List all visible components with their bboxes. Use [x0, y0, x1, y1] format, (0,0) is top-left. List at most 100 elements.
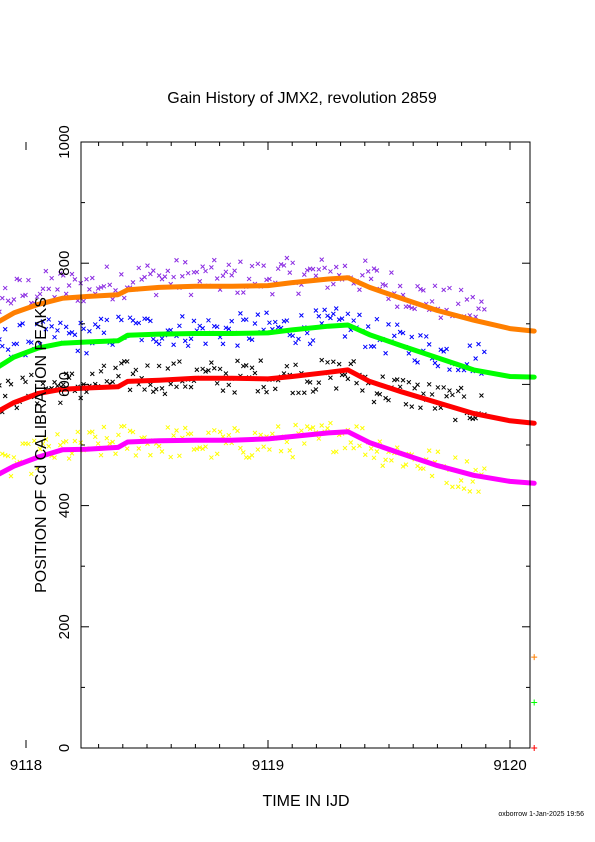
scatter-point	[200, 446, 206, 452]
scatter-point	[322, 265, 327, 271]
scatter-point	[209, 360, 214, 365]
scatter-point	[278, 261, 284, 267]
scatter-point	[421, 466, 426, 472]
scatter-point	[31, 438, 37, 444]
scatter-point	[243, 317, 249, 322]
scatter-point	[444, 480, 449, 486]
scatter-point	[130, 280, 136, 285]
scatter-point	[162, 274, 168, 279]
scatter-point	[261, 263, 266, 268]
scatter-point	[240, 450, 246, 455]
scatter-point	[235, 428, 240, 434]
scatter-point	[377, 439, 383, 444]
scatter-point	[220, 388, 226, 393]
scatter-point	[394, 322, 400, 328]
scatter-point	[258, 358, 264, 363]
scatter-point	[20, 375, 25, 381]
scatter-point	[11, 297, 17, 302]
scatter-point	[447, 285, 452, 291]
scatter-point	[0, 451, 5, 457]
scatter-point	[316, 436, 322, 441]
scatter-point	[55, 431, 60, 437]
scatter-point	[374, 449, 380, 454]
scatter-point	[34, 465, 40, 471]
y-tick-label: 200	[56, 614, 73, 639]
scatter-point	[406, 379, 412, 385]
scatter-point	[43, 326, 49, 332]
scatter-point	[473, 356, 478, 361]
scatter-point	[226, 382, 232, 388]
scatter-point	[179, 314, 185, 319]
scatter-series-2	[0, 357, 487, 423]
scatter-point	[203, 341, 208, 347]
scatter-point	[232, 390, 237, 395]
scatter-point	[209, 265, 214, 270]
scatter-point	[168, 381, 174, 387]
scatter-point	[252, 430, 258, 436]
scatter-point	[371, 455, 377, 461]
scatter-point	[75, 348, 81, 354]
scatter-point	[406, 304, 412, 309]
scatter-point	[142, 274, 147, 280]
scatter-point	[238, 311, 243, 316]
scatter-point	[307, 380, 313, 385]
scatter-point	[301, 390, 307, 396]
smooth-series-3	[0, 429, 537, 486]
scatter-point	[481, 306, 487, 312]
axis-ticks: 0 200 400 600 800 1000 9118 9119 9120	[10, 125, 530, 774]
scatter-point	[23, 379, 28, 385]
scatter-point	[365, 269, 371, 274]
scatter-point	[84, 350, 89, 356]
scatter-point	[330, 359, 336, 365]
scatter-point	[426, 448, 432, 453]
scatter-point	[226, 326, 232, 332]
scatter-point	[432, 283, 438, 289]
scatter-point	[104, 435, 110, 441]
scatter-point	[272, 386, 278, 392]
scatter-point	[249, 453, 255, 458]
scatter-point	[255, 388, 261, 394]
scatter-point	[182, 338, 188, 344]
scatter-point	[362, 344, 368, 350]
scatter-point	[394, 377, 400, 382]
scatter-point	[206, 430, 211, 436]
scatter-point	[211, 427, 217, 433]
scatter-point	[174, 384, 179, 390]
scatter-point	[313, 387, 319, 392]
scatter-point	[194, 269, 200, 275]
chart-title: Gain History of JMX2, revolution 2859	[167, 90, 437, 107]
scatter-point	[95, 324, 101, 330]
scatter-point	[92, 434, 98, 440]
scatter-point	[328, 315, 333, 321]
scatter-point	[435, 363, 441, 369]
scatter-point	[444, 393, 449, 399]
scatter-point	[95, 286, 101, 291]
scatter-point	[197, 278, 203, 284]
scatter-point	[209, 455, 214, 460]
scatter-point	[185, 343, 191, 349]
scatter-point	[435, 449, 441, 455]
scatter-point	[142, 387, 147, 392]
scatter-point	[188, 384, 194, 390]
scatter-point	[8, 381, 14, 387]
scatter-point	[293, 362, 298, 368]
scatter-point	[333, 264, 339, 270]
scatter-point	[200, 264, 206, 269]
scatter-point	[272, 319, 278, 325]
scatter-point	[458, 385, 464, 391]
scatter-point	[421, 288, 426, 293]
scatter-point	[37, 446, 43, 452]
scatter-point	[447, 367, 452, 372]
scatter-point	[275, 266, 281, 272]
scatter-point	[229, 318, 235, 324]
scatter-point	[397, 283, 403, 289]
scatter-point	[296, 390, 301, 396]
scatter-point	[185, 270, 191, 276]
scatter-point	[75, 429, 81, 435]
scatter-point	[252, 370, 258, 376]
scatter-point	[368, 276, 374, 282]
scatter-point	[179, 273, 185, 279]
scatter-point	[328, 269, 333, 274]
scatter-point	[55, 287, 60, 292]
scatter-point	[249, 365, 255, 371]
